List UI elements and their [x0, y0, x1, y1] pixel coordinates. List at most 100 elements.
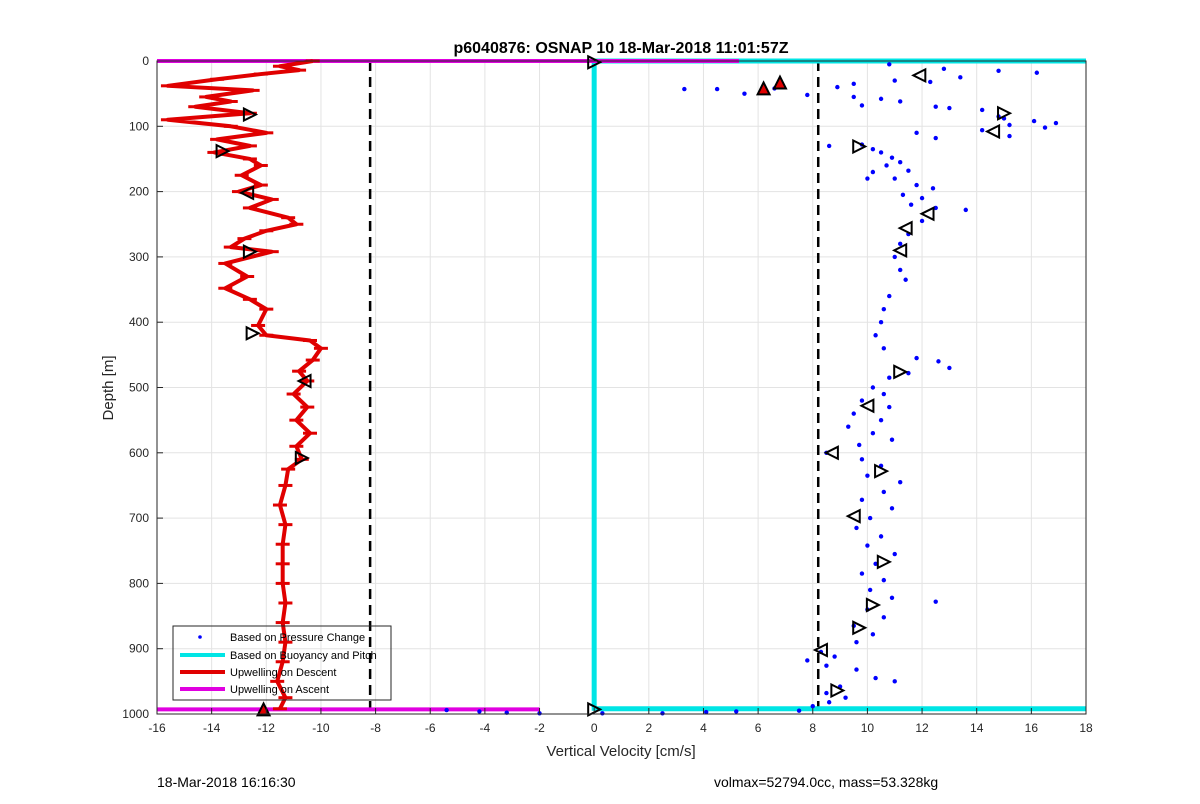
pressure-point — [898, 479, 903, 485]
pressure-point — [873, 675, 878, 681]
pressure-point — [892, 679, 897, 684]
pressure-point — [859, 571, 865, 576]
pressure-point — [947, 365, 952, 371]
pressure-point — [903, 277, 908, 282]
pressure-point — [887, 62, 892, 67]
pressure-point — [742, 91, 747, 96]
pressure-point — [873, 561, 878, 567]
x-tick-label: 2 — [645, 721, 652, 735]
pressure-point — [867, 587, 873, 593]
y-tick-label: 500 — [129, 381, 149, 395]
pressure-point — [900, 192, 906, 198]
pressure-point — [870, 146, 876, 152]
pressure-point — [682, 86, 687, 92]
pressure-point — [660, 711, 665, 716]
x-axis-ticks: -16 -14 -12 -10 -8 -6 -4 -2 0 2 4 6 8 10 12 14 16 18 — [148, 708, 1093, 735]
pressure-point — [796, 708, 802, 713]
marker-triangle-left — [238, 185, 255, 201]
x-tick-label: 6 — [755, 721, 762, 735]
pressure-point — [870, 431, 876, 436]
legend-box — [172, 625, 392, 701]
legend-label-pressure: Based on Pressure Change — [230, 632, 365, 644]
marker-triangle-up — [772, 74, 788, 90]
pressure-point — [881, 391, 887, 397]
pressure-point — [887, 293, 892, 299]
footer-timestamp: 18-Mar-2018 16:16:30 — [157, 774, 296, 790]
descent-series — [160, 59, 328, 711]
pressure-point — [881, 615, 887, 620]
marker-triangle-right — [997, 105, 1013, 121]
pressure-point — [826, 143, 832, 149]
marker-triangle-left — [823, 445, 839, 461]
pressure-point — [854, 667, 859, 672]
pressure-point — [906, 168, 911, 173]
pressure-point — [881, 306, 887, 312]
pressure-point — [936, 359, 941, 364]
pressure-point — [704, 709, 709, 715]
y-tick-label: 600 — [129, 446, 149, 460]
pressure-point — [958, 75, 963, 80]
pressure-point — [933, 205, 938, 211]
pressure-point — [854, 525, 859, 531]
x-tick-label: -8 — [370, 721, 381, 735]
pressure-point — [805, 92, 810, 98]
pressure-point — [941, 66, 947, 72]
pressure-point — [878, 320, 884, 325]
pressure-point — [892, 176, 897, 181]
pressure-point — [881, 577, 887, 583]
pressure-point — [933, 135, 938, 141]
marker-triangle-right — [865, 597, 882, 613]
marker-triangle-right — [876, 554, 893, 570]
pressure-point — [914, 130, 919, 136]
y-tick-label: 200 — [129, 185, 149, 199]
pressure-point — [928, 79, 933, 85]
pressure-point — [843, 695, 848, 700]
pressure-point — [859, 457, 865, 462]
x-tick-label: 4 — [700, 721, 707, 735]
marker-triangle-right — [852, 138, 868, 155]
pressure-point — [884, 163, 889, 168]
x-tick-label: 12 — [915, 721, 929, 735]
y-tick-label: 900 — [129, 642, 149, 656]
pressure-point — [734, 709, 739, 714]
x-tick-label: 14 — [970, 721, 984, 735]
pressure-point — [1007, 133, 1012, 139]
marker-triangle-right — [893, 364, 909, 380]
x-tick-label: -4 — [480, 721, 491, 735]
pressure-point — [859, 398, 865, 403]
pressure-point — [898, 267, 903, 273]
y-tick-label: 400 — [129, 315, 149, 329]
pressure-point — [1034, 70, 1040, 75]
pressure-point — [851, 411, 856, 416]
marker-triangle-up — [755, 80, 772, 96]
marker-triangle-left — [859, 398, 875, 414]
pressure-point — [979, 128, 985, 133]
y-tick-label: 300 — [129, 250, 149, 264]
marker-triangle-left — [891, 242, 908, 258]
pressure-point — [889, 506, 895, 511]
marker-triangle-left — [845, 508, 861, 524]
pressure-point — [996, 68, 1001, 73]
pressure-point — [898, 99, 903, 104]
pressure-point — [947, 105, 952, 111]
pressure-point — [963, 207, 968, 213]
pressure-point — [878, 534, 884, 539]
marker-triangle-left — [911, 67, 927, 83]
marker-triangle-right — [587, 54, 603, 70]
pressure-point — [444, 707, 449, 713]
pressure-point — [887, 375, 892, 380]
pressure-point — [887, 404, 892, 410]
pressure-point — [1007, 122, 1012, 128]
pressure-point — [832, 654, 837, 659]
footer-volmax-mass: volmax=52794.0cc, mass=53.328kg — [714, 774, 939, 790]
pressure-point — [865, 176, 870, 181]
chart-title: p6040876: OSNAP 10 18-Mar-2018 11:01:57Z — [453, 40, 788, 57]
y-tick-label: 700 — [129, 511, 149, 525]
pressure-point — [859, 497, 865, 503]
marker-triangle-left — [919, 206, 935, 222]
pressure-point — [1053, 120, 1059, 126]
x-tick-label: -6 — [425, 721, 436, 735]
pressure-point — [898, 241, 903, 247]
legend-label-descent: Upwelling on Descent — [230, 667, 336, 679]
legend-marker-pressure — [198, 635, 202, 639]
